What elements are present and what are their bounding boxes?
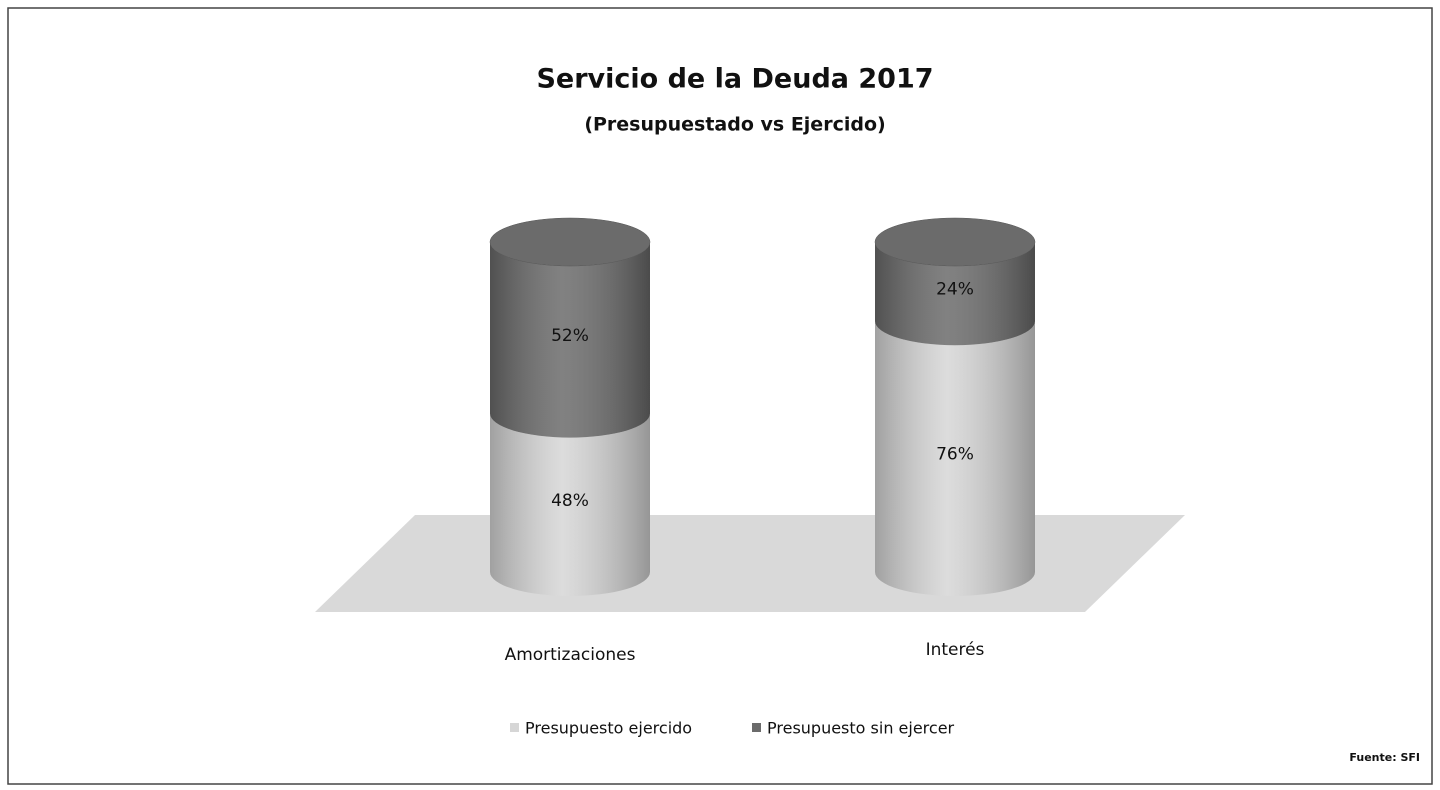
floor (315, 515, 1185, 612)
chart-title: Servicio de la Deuda 2017 (536, 64, 933, 95)
data-label: 24% (936, 280, 974, 300)
cylinder-shade (875, 321, 1035, 596)
legend-swatch (510, 723, 519, 732)
legend-swatch (752, 723, 761, 732)
frame (7, 7, 1433, 785)
data-label: 76% (936, 445, 974, 465)
x-tick-label: Interés (926, 640, 985, 660)
x-tick-label: Amortizaciones (505, 645, 636, 665)
cylinder-shade (490, 242, 650, 438)
cylinder-top (489, 217, 651, 267)
legend-label: Presupuesto sin ejercer (767, 719, 955, 738)
cylinder-shade (875, 242, 1035, 346)
data-label: 48% (551, 491, 589, 511)
cylinder-top (874, 217, 1036, 267)
source: Fuente: SFI (1349, 751, 1420, 764)
cylinder-shade (490, 413, 650, 596)
data-label: 52% (551, 326, 589, 346)
chart-subtitle: (Presupuestado vs Ejercido) (584, 114, 885, 136)
legend-label: Presupuesto ejercido (525, 719, 692, 738)
